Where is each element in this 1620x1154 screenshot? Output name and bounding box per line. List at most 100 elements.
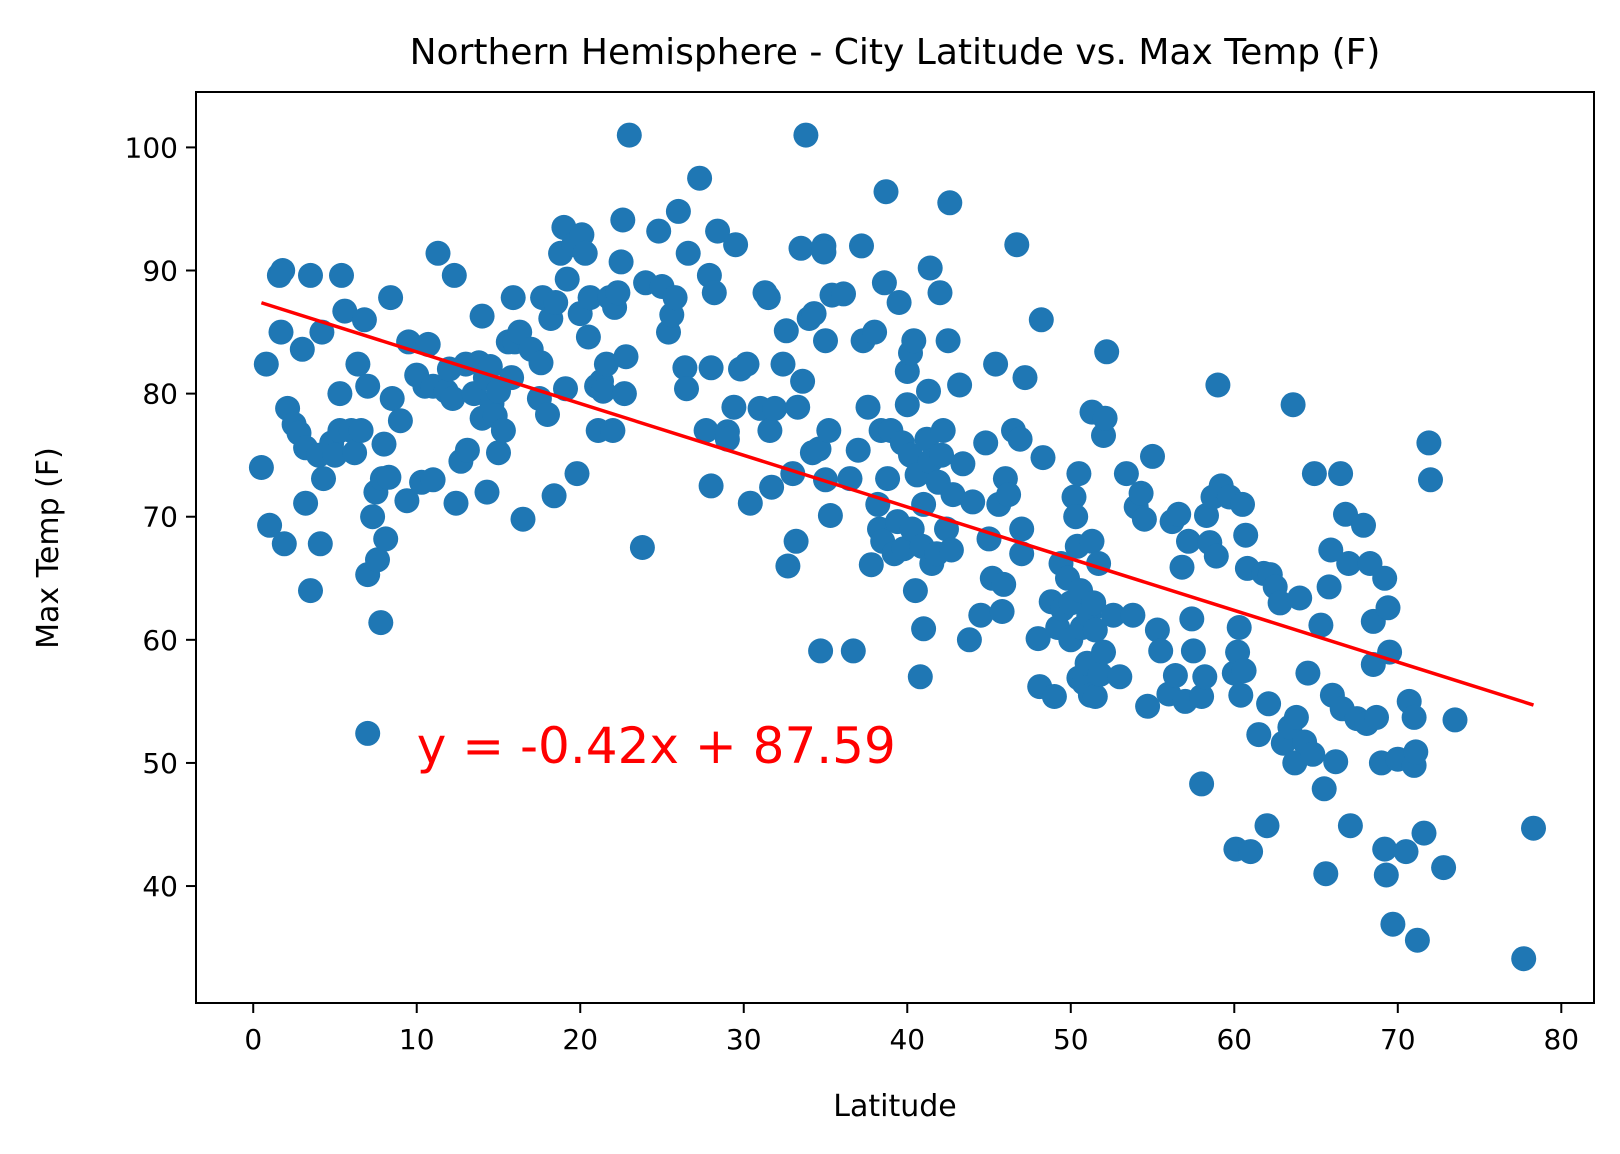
data-point-313 <box>1267 590 1293 616</box>
data-point-280 <box>1162 663 1188 688</box>
data-point-119 <box>665 198 691 224</box>
x-tick-label-80: 80 <box>1543 1023 1579 1056</box>
data-point-231 <box>1009 541 1035 567</box>
data-point-40 <box>376 464 402 490</box>
data-point-158 <box>811 239 837 265</box>
data-point-344 <box>1372 565 1398 591</box>
data-point-309 <box>1254 813 1280 839</box>
data-point-216 <box>960 489 986 515</box>
data-point-57 <box>443 490 469 516</box>
data-point-321 <box>1295 660 1321 686</box>
data-point-199 <box>916 378 941 404</box>
data-point-133 <box>723 232 749 258</box>
x-tick-label-20: 20 <box>562 1023 598 1056</box>
data-point-355 <box>1403 739 1429 765</box>
y-axis-label: Max Temp (F) <box>31 447 66 649</box>
data-point-95 <box>572 240 598 266</box>
data-point-209 <box>935 328 961 354</box>
y-tick-label-80: 80 <box>142 378 178 411</box>
data-point-316 <box>1280 392 1306 418</box>
data-point-123 <box>687 165 713 191</box>
data-point-267 <box>1100 602 1126 628</box>
data-point-86 <box>543 290 569 315</box>
data-point-118 <box>662 285 688 311</box>
data-point-122 <box>675 240 701 266</box>
data-point-270 <box>1120 602 1146 628</box>
data-point-36 <box>368 610 394 636</box>
data-point-31 <box>355 373 381 399</box>
y-tick-label-90: 90 <box>142 255 178 288</box>
data-point-144 <box>773 318 799 344</box>
data-point-258 <box>1081 590 1107 616</box>
data-point-335 <box>1337 813 1363 839</box>
data-point-235 <box>1028 307 1054 333</box>
data-point-238 <box>1041 684 1067 709</box>
data-point-147 <box>783 528 809 554</box>
data-point-26 <box>342 440 368 466</box>
data-point-293 <box>1203 543 1229 569</box>
data-point-151 <box>793 122 819 148</box>
data-point-304 <box>1233 522 1259 548</box>
data-point-140 <box>757 418 783 443</box>
data-point-277 <box>1148 638 1174 664</box>
data-point-75 <box>500 285 526 311</box>
data-point-262 <box>1087 661 1113 687</box>
data-point-322 <box>1300 741 1326 767</box>
data-point-10 <box>289 336 315 362</box>
data-point-179 <box>875 466 901 492</box>
data-point-328 <box>1318 537 1344 563</box>
data-point-210 <box>937 190 963 216</box>
data-point-107 <box>608 249 634 275</box>
data-point-236 <box>1030 445 1056 471</box>
chart-title: Northern Hemisphere - City Latitude vs. … <box>410 32 1381 73</box>
data-point-218 <box>973 430 999 456</box>
data-point-94 <box>569 222 595 248</box>
data-point-272 <box>1128 480 1154 506</box>
data-point-357 <box>1411 820 1437 846</box>
data-point-18 <box>311 466 336 492</box>
data-point-39 <box>373 526 399 552</box>
data-point-356 <box>1404 927 1430 953</box>
data-point-273 <box>1131 506 1157 532</box>
data-point-156 <box>808 638 834 664</box>
regression-line <box>260 301 1535 707</box>
data-point-351 <box>1393 839 1419 865</box>
data-point-172 <box>862 319 888 345</box>
data-point-148 <box>785 394 811 420</box>
data-point-110 <box>613 344 639 370</box>
y-tick-label-70: 70 <box>142 501 178 534</box>
data-point-168 <box>849 233 874 259</box>
data-point-29 <box>351 307 377 333</box>
data-point-342 <box>1364 704 1389 730</box>
data-point-363 <box>1521 815 1546 841</box>
data-point-224 <box>991 571 1017 597</box>
data-point-211 <box>938 537 964 563</box>
data-point-264 <box>1091 639 1116 665</box>
data-point-27 <box>345 351 371 377</box>
data-point-360 <box>1431 855 1457 881</box>
data-point-13 <box>298 578 323 604</box>
data-point-149 <box>788 235 814 261</box>
data-point-245 <box>1061 484 1087 510</box>
data-point-275 <box>1140 443 1165 469</box>
data-point-284 <box>1176 528 1201 554</box>
data-point-170 <box>855 394 881 420</box>
data-point-78 <box>510 506 536 532</box>
data-point-20 <box>322 442 348 468</box>
data-point-215 <box>956 627 982 653</box>
data-point-41 <box>378 285 404 311</box>
data-point-16 <box>307 531 333 557</box>
data-point-246 <box>1063 504 1089 530</box>
data-point-89 <box>553 376 578 402</box>
data-point-124 <box>693 418 719 443</box>
data-point-161 <box>816 418 842 443</box>
data-point-97 <box>577 285 603 311</box>
data-point-310 <box>1256 691 1282 717</box>
data-point-228 <box>1004 232 1030 258</box>
data-point-120 <box>672 355 698 381</box>
data-point-60 <box>454 437 480 463</box>
data-point-1 <box>253 351 279 377</box>
data-point-135 <box>734 351 760 377</box>
data-point-4 <box>268 319 294 345</box>
data-point-260 <box>1082 684 1108 709</box>
